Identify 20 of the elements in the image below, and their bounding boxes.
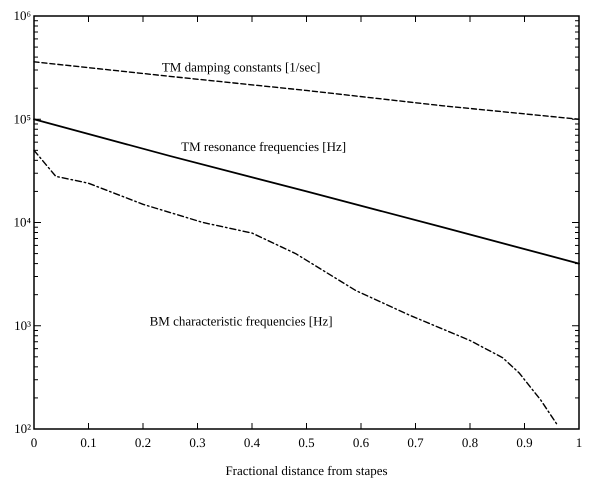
x-tick-label: 0.1 [80,435,97,450]
x-tick-label: 0.4 [244,435,261,450]
y-tick-label: 10⁶ [13,8,31,23]
x-tick-label: 0 [30,435,38,450]
series-label: TM resonance frequencies [Hz] [181,138,346,154]
x-tick-label: 0.9 [516,435,533,450]
text: BM characteristic frequencies [Hz] [150,314,333,329]
y-tick-label: 10³ [14,318,32,333]
x-tick-label: 0.2 [134,435,152,450]
x-tick-label: 0.5 [298,435,315,450]
series-label: TM damping constants [1/sec] [162,60,320,75]
x-tick-label: 1 [576,435,582,450]
x-tick-label: 0.6 [352,435,370,450]
x-tick-label: 0.8 [462,435,478,450]
y-tick-label: 10² [14,421,32,436]
x-tick-label: 0.7 [407,435,424,450]
y-tick-label: 10⁴ [13,214,32,230]
x-axis-title: Fractional distance from stapes [225,463,388,478]
y-tick-label: 10⁵ [13,111,31,126]
x-tick-label: 0.3 [189,435,206,450]
